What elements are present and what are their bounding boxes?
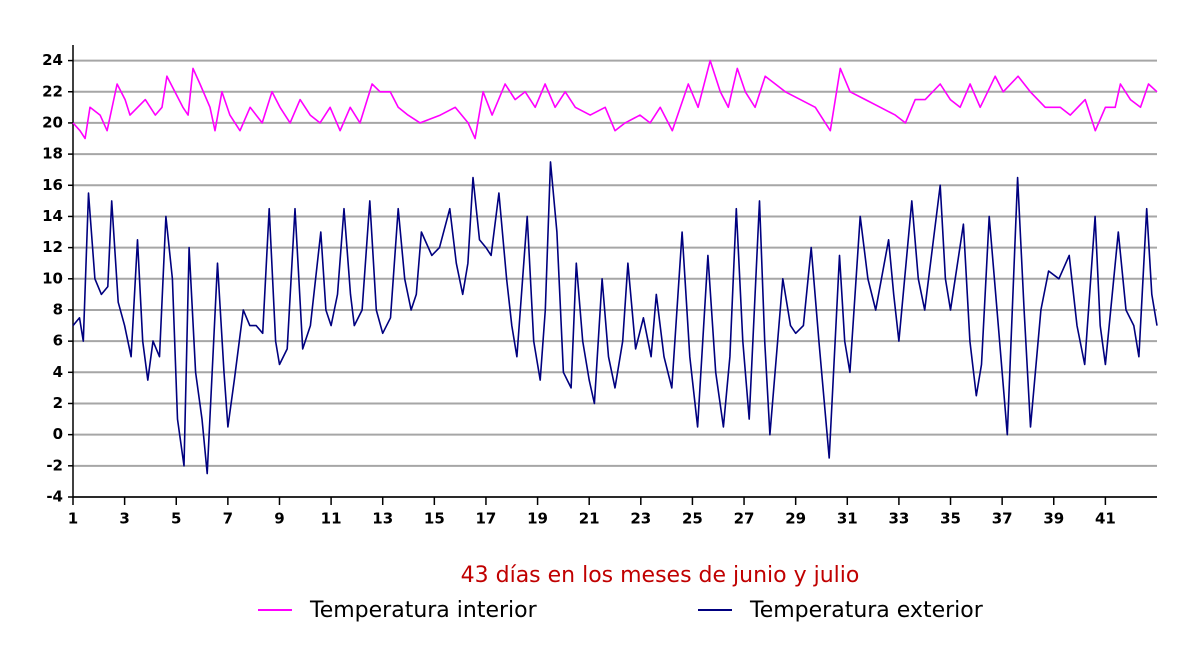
y-tick-label: 16 xyxy=(42,176,63,194)
x-tick-label: 29 xyxy=(785,510,806,528)
y-tick-label: 8 xyxy=(53,300,63,318)
x-tick-label: 41 xyxy=(1095,510,1116,528)
y-tick-label: 12 xyxy=(42,238,63,256)
x-tick-label: 15 xyxy=(424,510,445,528)
y-tick-label: 6 xyxy=(53,332,63,350)
x-tick-label: 31 xyxy=(837,510,858,528)
y-tick-label: 18 xyxy=(42,145,63,163)
x-tick-label: 7 xyxy=(223,510,233,528)
x-tick-label: 1 xyxy=(68,510,78,528)
legend-label: Temperatura interior xyxy=(309,598,538,623)
x-tick-label: 3 xyxy=(119,510,129,528)
series-line xyxy=(72,59,1158,140)
x-tick-label: 5 xyxy=(171,510,181,528)
x-tick-label: 25 xyxy=(682,510,703,528)
x-tick-label: 27 xyxy=(734,510,755,528)
x-tick-label: 39 xyxy=(1043,510,1064,528)
y-tick-label: 24 xyxy=(42,51,63,69)
legend-label: Temperatura exterior xyxy=(749,598,984,623)
y-tick-label: 0 xyxy=(53,425,63,443)
x-tick-label: 33 xyxy=(888,510,909,528)
y-tick-label: 10 xyxy=(42,269,63,287)
x-tick-label: 23 xyxy=(630,510,651,528)
x-tick-label: 37 xyxy=(992,510,1013,528)
x-tick-label: 17 xyxy=(476,510,497,528)
y-tick-label: 14 xyxy=(42,207,63,225)
y-tick-label: 4 xyxy=(53,363,63,381)
x-tick-label: 9 xyxy=(274,510,284,528)
x-tick-label: 35 xyxy=(940,510,961,528)
x-tick-label: 11 xyxy=(321,510,342,528)
y-tick-label: 20 xyxy=(42,113,63,131)
y-tick-label: 2 xyxy=(53,394,63,412)
x-tick-label: 19 xyxy=(527,510,548,528)
y-tick-label: -2 xyxy=(46,456,63,474)
series-line xyxy=(72,161,1158,475)
x-tick-label: 13 xyxy=(372,510,393,528)
y-tick-label: -4 xyxy=(46,488,63,506)
x-axis-label: 43 días en los meses de junio y julio xyxy=(461,563,860,588)
y-tick-label: 22 xyxy=(42,82,63,100)
x-tick-label: 21 xyxy=(579,510,600,528)
